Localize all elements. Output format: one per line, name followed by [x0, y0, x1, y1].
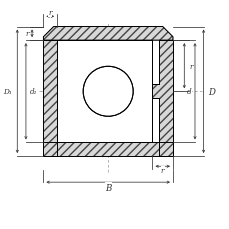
- Text: D₁: D₁: [3, 88, 12, 96]
- Text: r: r: [48, 9, 52, 17]
- Polygon shape: [43, 41, 57, 156]
- Polygon shape: [57, 41, 152, 143]
- Text: r: r: [188, 63, 192, 70]
- Polygon shape: [57, 41, 152, 92]
- Text: d₁: d₁: [30, 88, 37, 96]
- Text: r: r: [25, 30, 29, 38]
- Polygon shape: [43, 27, 172, 41]
- Polygon shape: [43, 143, 172, 156]
- Text: r: r: [160, 167, 164, 174]
- Polygon shape: [152, 41, 172, 156]
- Text: D: D: [208, 87, 215, 96]
- Circle shape: [83, 67, 133, 117]
- Polygon shape: [57, 92, 152, 143]
- Text: d: d: [186, 88, 191, 96]
- Text: B: B: [105, 183, 111, 192]
